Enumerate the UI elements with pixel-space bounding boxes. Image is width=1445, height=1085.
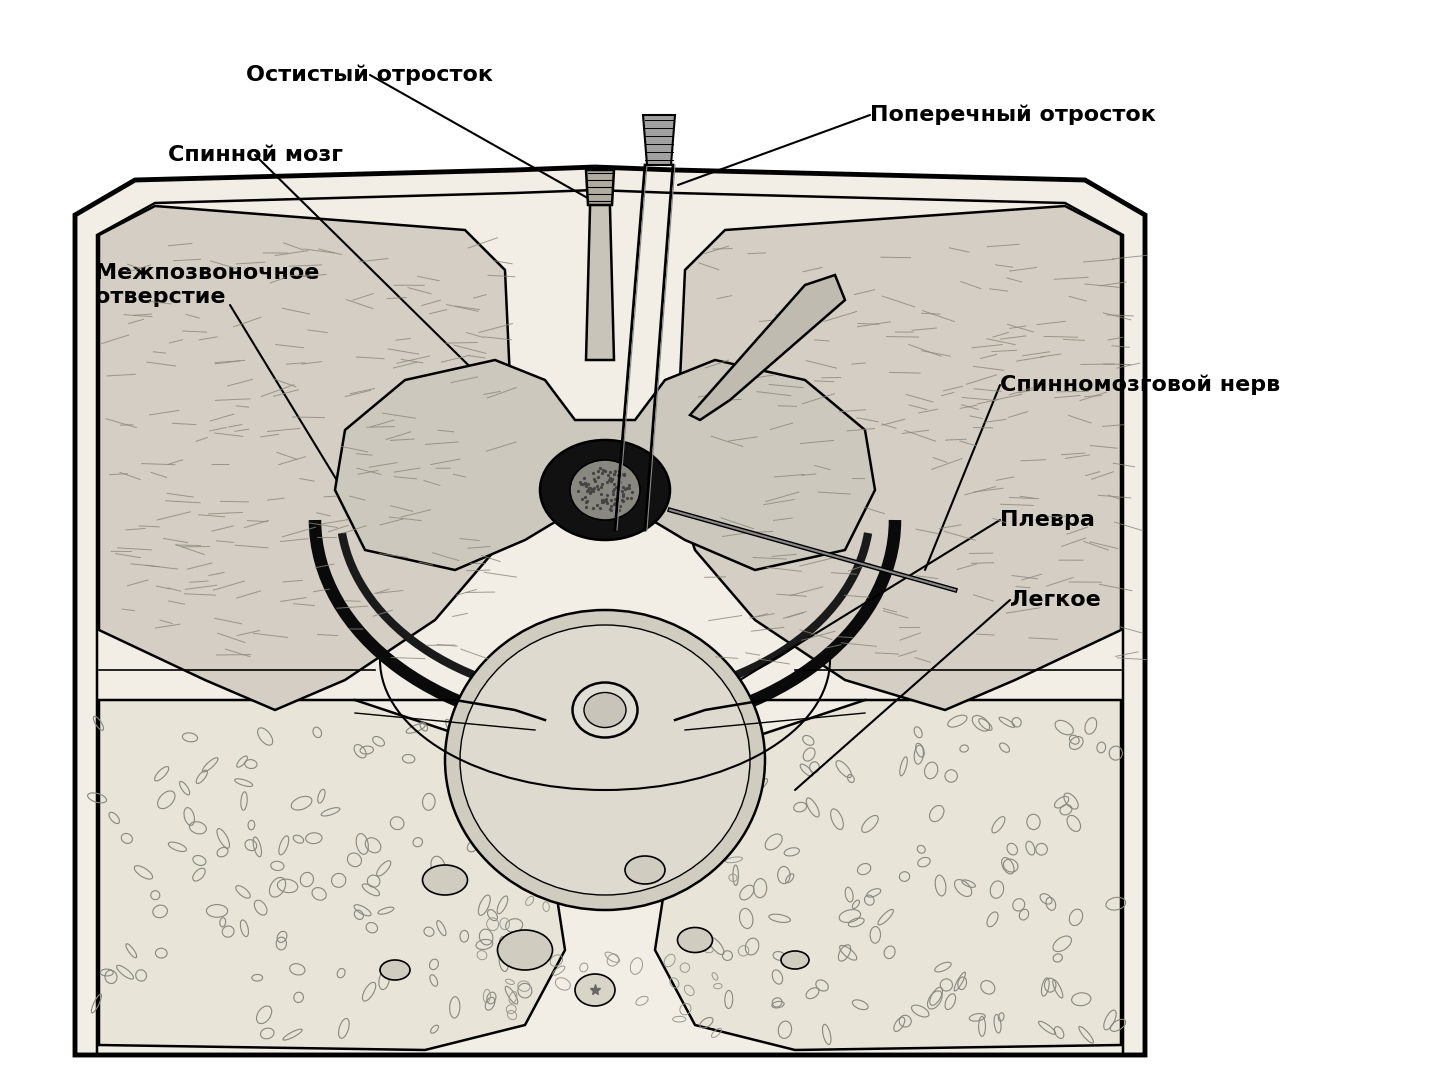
- Ellipse shape: [540, 441, 670, 540]
- Text: Межпозвоночное
отверстие: Межпозвоночное отверстие: [95, 264, 319, 307]
- Polygon shape: [75, 167, 1144, 1055]
- Polygon shape: [335, 360, 876, 570]
- Polygon shape: [587, 170, 614, 360]
- Text: Остистый отросток: Остистый отросток: [247, 65, 494, 86]
- Ellipse shape: [460, 625, 750, 895]
- Polygon shape: [100, 700, 565, 1050]
- Text: Плевра: Плевра: [1000, 510, 1095, 529]
- Ellipse shape: [445, 610, 764, 910]
- Text: Спинной мозг: Спинной мозг: [168, 145, 342, 165]
- Ellipse shape: [572, 682, 637, 738]
- Polygon shape: [655, 700, 1121, 1050]
- Ellipse shape: [380, 960, 410, 980]
- Ellipse shape: [569, 460, 640, 520]
- Ellipse shape: [780, 950, 809, 969]
- Ellipse shape: [678, 928, 712, 953]
- Polygon shape: [691, 275, 845, 420]
- Ellipse shape: [497, 930, 552, 970]
- Text: Поперечный отросток: Поперечный отросток: [870, 105, 1156, 125]
- Polygon shape: [675, 206, 1121, 710]
- Ellipse shape: [422, 865, 468, 895]
- Ellipse shape: [626, 856, 665, 884]
- Polygon shape: [587, 170, 614, 205]
- Text: Легкое: Легкое: [1010, 590, 1101, 610]
- Text: Спинномозговой нерв: Спинномозговой нерв: [1000, 374, 1280, 395]
- Polygon shape: [100, 206, 514, 710]
- Ellipse shape: [584, 692, 626, 728]
- Ellipse shape: [575, 974, 616, 1006]
- Polygon shape: [643, 115, 675, 165]
